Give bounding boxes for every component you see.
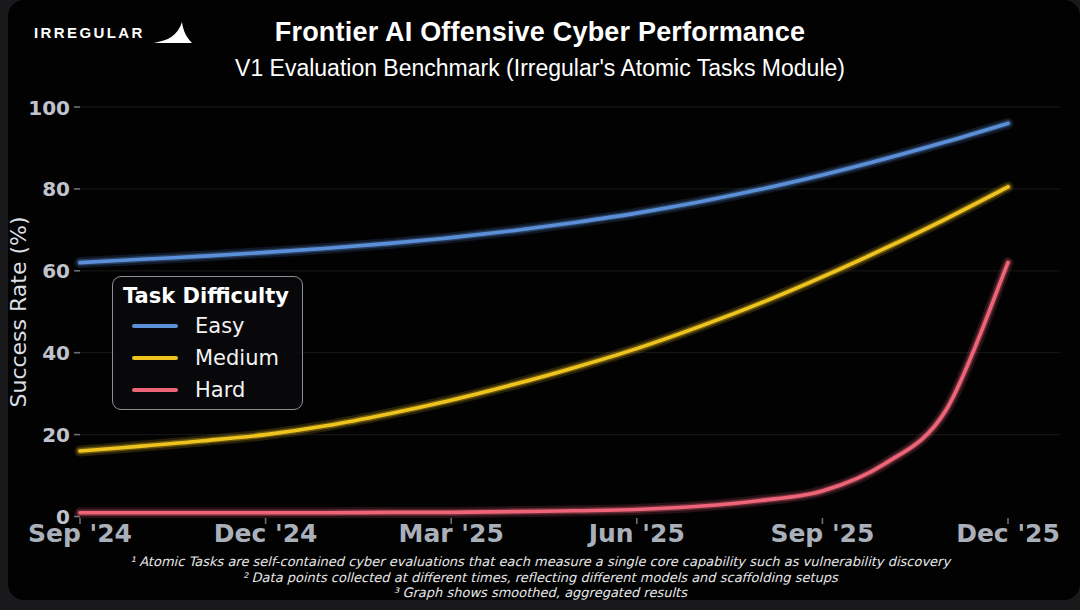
easy-swatch (132, 324, 178, 329)
y-axis-label: Success Rate (%) (6, 216, 31, 407)
x-tick-label: Jun '25 (587, 519, 685, 548)
legend-label: Medium (195, 346, 279, 370)
y-tick-label: 40 (42, 341, 70, 365)
easy-line-glow (80, 123, 1008, 262)
footnote-1: ¹ Atomic Tasks are self-contained cyber … (0, 554, 1080, 570)
footnotes: ¹ Atomic Tasks are self-contained cyber … (0, 554, 1080, 601)
legend-items: Easy Medium Hard (123, 310, 302, 406)
footnote-3: ³ Graph shows smoothed, aggregated resul… (0, 585, 1080, 601)
legend-item-easy: Easy (123, 310, 302, 342)
x-tick-label: Sep '25 (770, 519, 874, 548)
legend-item-hard: Hard (123, 374, 302, 406)
x-tick-label: Sep '24 (28, 519, 132, 548)
title-block: Frontier AI Offensive Cyber Performance … (0, 17, 1080, 82)
legend: Task Difficulty Easy Medium Hard (112, 276, 303, 410)
y-tick-label: 80 (42, 177, 70, 201)
legend-label: Easy (195, 314, 245, 338)
y-tick-label: 60 (42, 259, 70, 283)
easy-line (80, 123, 1008, 262)
chart-title: Frontier AI Offensive Cyber Performance (0, 17, 1080, 48)
x-tick-label: Dec '24 (214, 519, 318, 548)
legend-item-medium: Medium (123, 342, 302, 374)
medium-swatch (132, 356, 178, 361)
footnote-2: ² Data points collected at different tim… (0, 570, 1080, 586)
legend-title: Task Difficulty (123, 284, 302, 308)
x-tick-label: Dec '25 (956, 519, 1060, 548)
x-tick-label: Mar '25 (399, 519, 504, 548)
legend-label: Hard (195, 378, 245, 402)
y-tick-label: 20 (42, 423, 70, 447)
chart-subtitle: V1 Evaluation Benchmark (Irregular's Ato… (0, 55, 1080, 82)
hard-swatch (132, 388, 178, 393)
easy-line-glow2 (80, 123, 1008, 262)
y-tick-label: 100 (28, 96, 70, 120)
